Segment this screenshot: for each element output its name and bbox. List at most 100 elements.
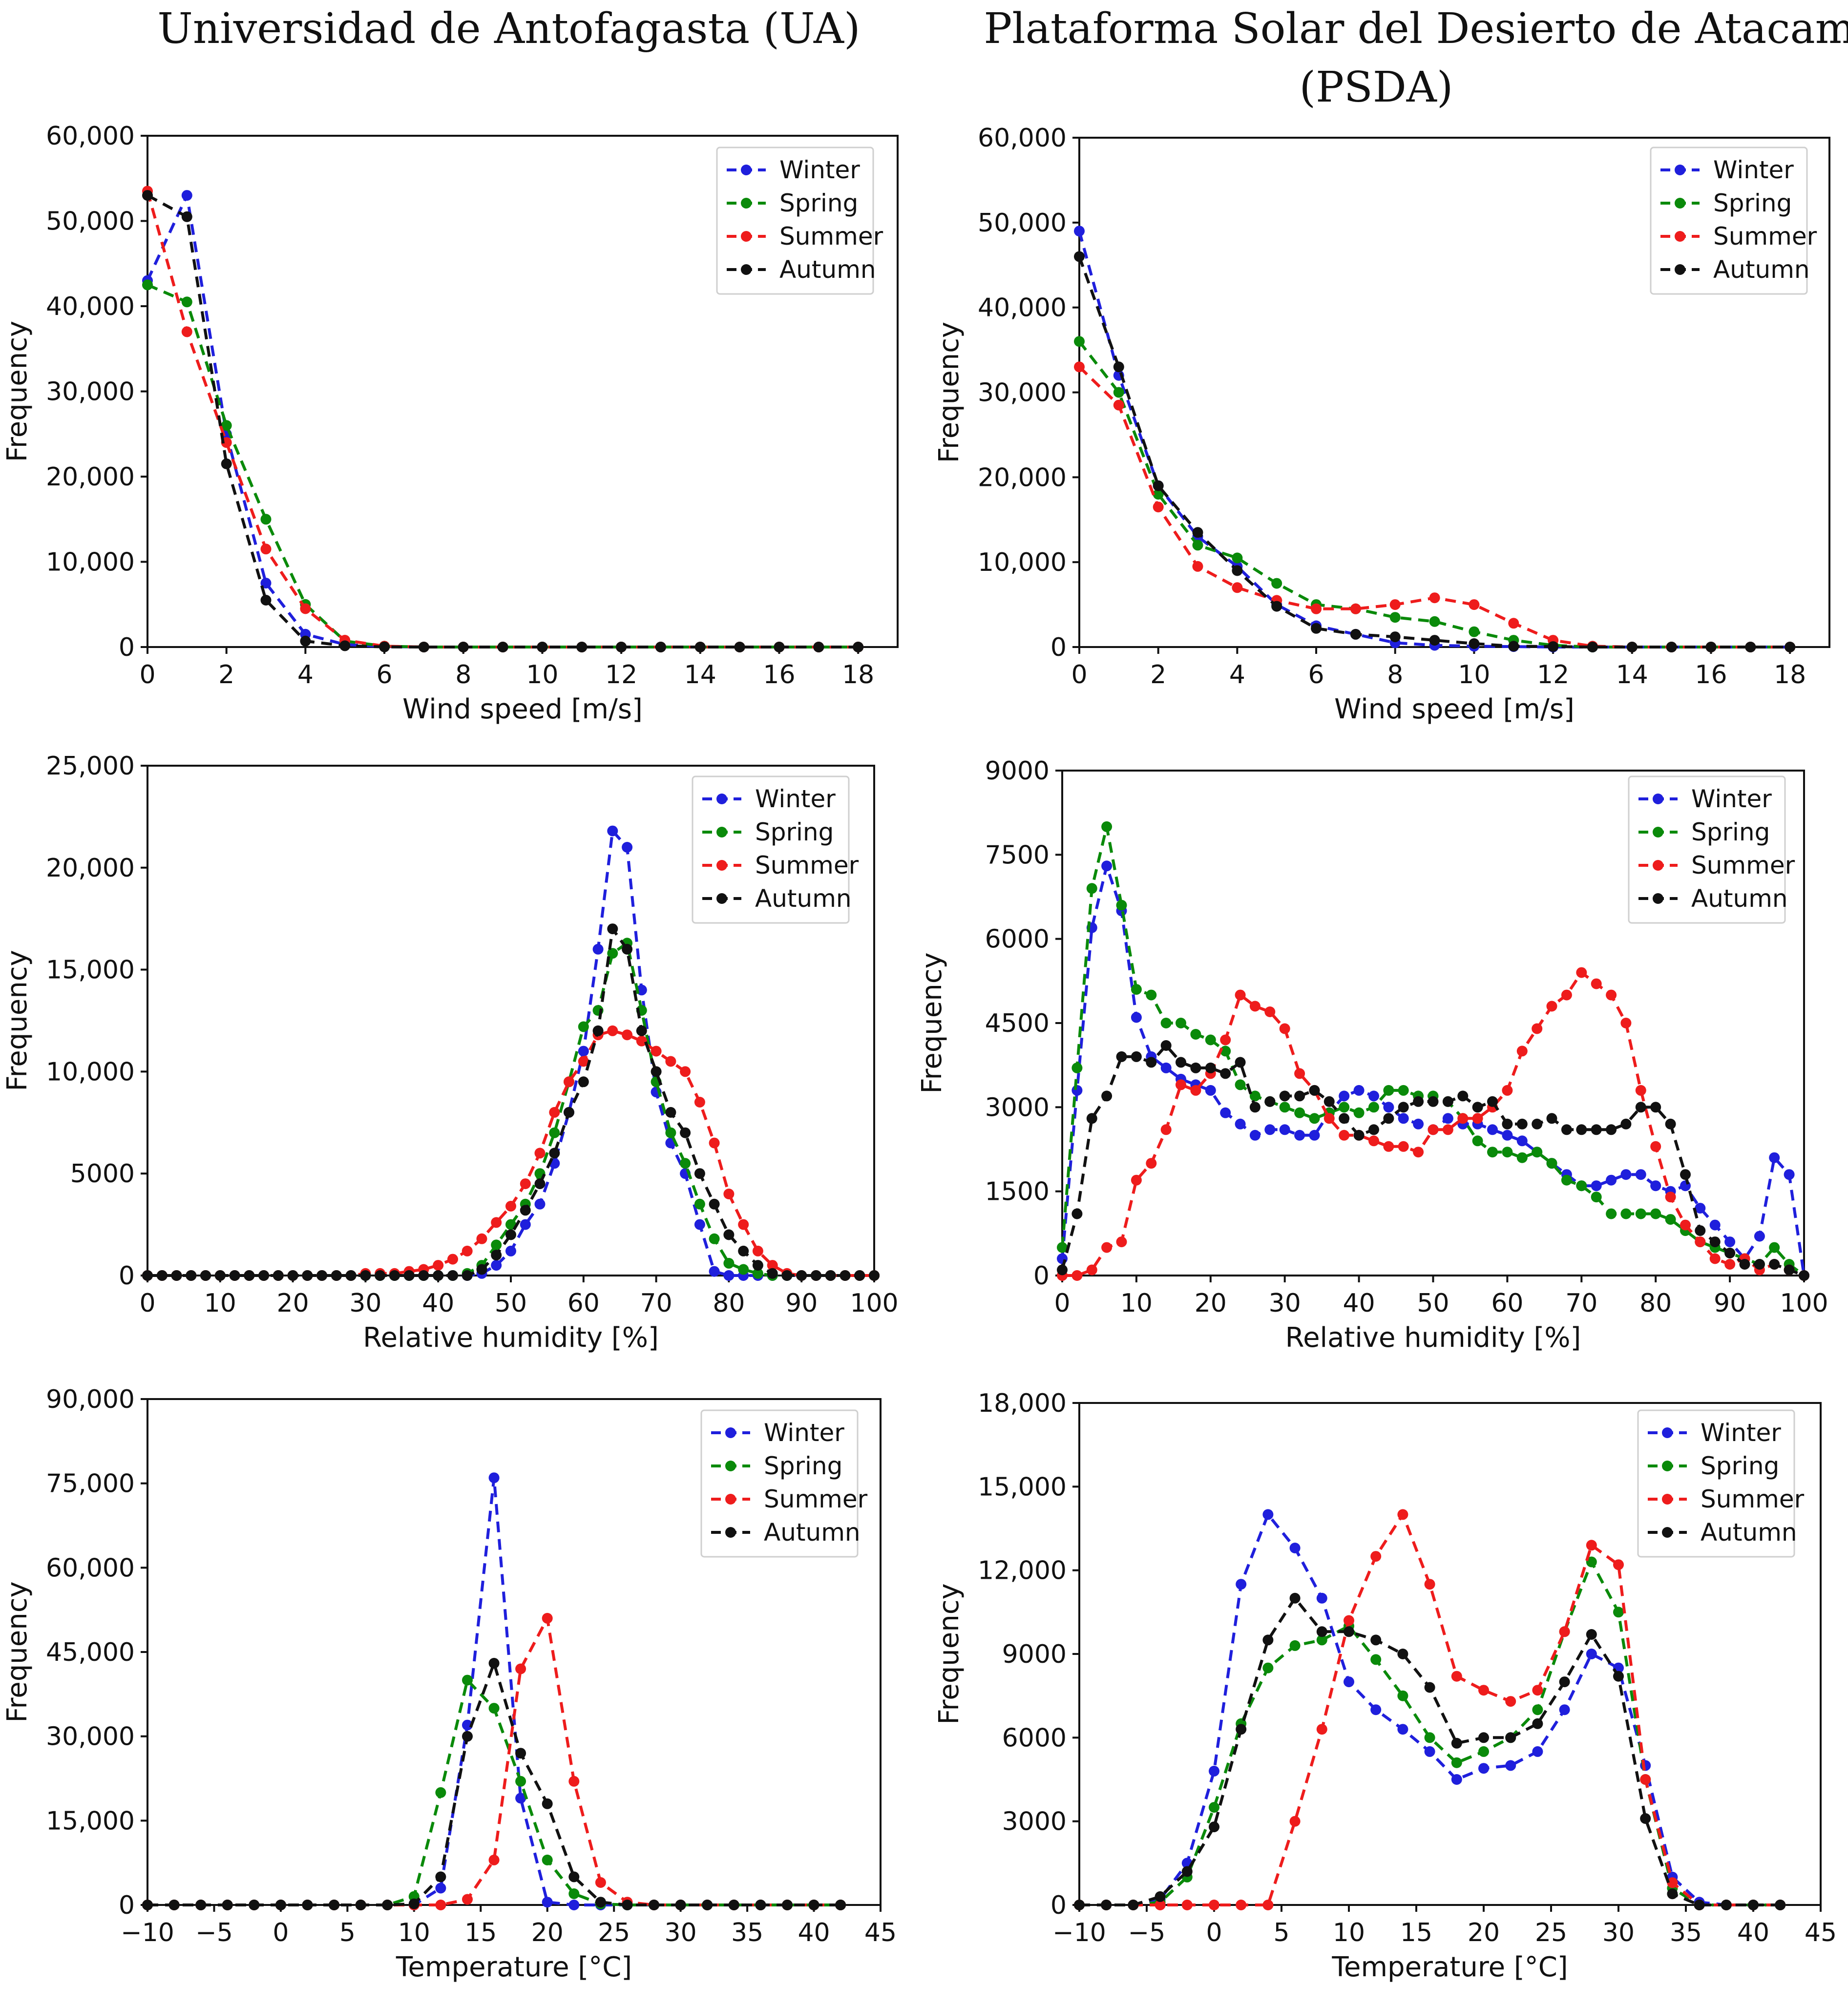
data-point [1279, 1023, 1290, 1034]
data-point [1457, 1090, 1469, 1102]
data-point [1350, 628, 1361, 640]
data-point [636, 1035, 647, 1046]
data-point [1667, 1888, 1678, 1900]
data-point [1153, 480, 1164, 491]
data-point [302, 1270, 313, 1281]
chart-ua-wind-speed: 0 2 4 6 8 10 12 14 16 18 0 10,000 20,000 30,000 40,000… [1, 122, 899, 725]
data-point [1294, 1090, 1305, 1102]
x-tick-label: 30 [1269, 1289, 1301, 1318]
data-point [1289, 1816, 1301, 1827]
legend-marker-winter [1662, 1427, 1673, 1438]
data-point [339, 640, 351, 651]
data-point [1665, 1118, 1676, 1130]
y-axis-label: Frequency [916, 952, 948, 1093]
data-point [1339, 1090, 1350, 1102]
data-point [1264, 1124, 1276, 1135]
data-point [1220, 1068, 1231, 1079]
data-point [595, 1877, 606, 1888]
data-point [275, 1900, 286, 1910]
data-point [142, 1900, 153, 1910]
data-point [665, 1127, 676, 1138]
x-tick-label: 20 [1195, 1289, 1227, 1318]
x-tick-label: 0 [139, 660, 155, 690]
data-point [616, 642, 627, 652]
data-point [1113, 399, 1124, 411]
x-tick-label: 25 [598, 1918, 630, 1947]
data-point [1487, 1147, 1498, 1158]
data-point [1389, 612, 1401, 623]
data-point [1502, 1085, 1513, 1096]
data-point [476, 1264, 487, 1275]
legend-box [1628, 775, 1786, 924]
legend: Winter Spring Summer Autumn [1628, 775, 1795, 924]
data-point [1398, 1141, 1409, 1152]
data-point [1620, 1018, 1632, 1028]
legend-marker-summer [716, 860, 727, 871]
data-point [186, 1270, 197, 1281]
legend-marker-winter [1653, 794, 1663, 804]
data-point [229, 1270, 240, 1281]
x-tick-label: 10 [204, 1289, 236, 1318]
data-point [1505, 1732, 1516, 1743]
data-point [1209, 1900, 1219, 1910]
data-point [1680, 1169, 1691, 1180]
data-point [331, 1270, 342, 1281]
data-point [1724, 1248, 1736, 1258]
x-tick-label: 60 [1491, 1289, 1523, 1318]
y-tick-label: 40,000 [46, 292, 135, 321]
data-point [622, 1900, 633, 1910]
data-point [568, 1776, 580, 1787]
data-point [1516, 1135, 1528, 1147]
data-point [774, 642, 785, 652]
x-tick-label: 6 [1308, 660, 1324, 690]
data-point [1442, 1124, 1453, 1135]
y-tick-label: 0 [119, 633, 135, 662]
data-point [1071, 1062, 1083, 1073]
data-point [181, 211, 192, 222]
legend-marker-summer [1675, 231, 1685, 242]
x-tick-label: 25 [1535, 1918, 1567, 1947]
data-point [1264, 1096, 1276, 1107]
x-tick-label: 15 [464, 1918, 497, 1947]
data-point [1478, 1746, 1489, 1757]
data-point [1586, 1556, 1597, 1568]
x-tick-label: −10 [121, 1918, 174, 1947]
data-point [655, 642, 666, 652]
y-tick-label: 15,000 [978, 1472, 1067, 1502]
data-point [491, 1260, 502, 1271]
data-point [1209, 1821, 1219, 1833]
data-point [1279, 1090, 1290, 1102]
data-point [1383, 1085, 1394, 1096]
legend-marker-summer [725, 1494, 736, 1505]
data-point [1516, 1046, 1528, 1057]
data-point [1181, 1900, 1193, 1910]
data-point [1190, 1085, 1201, 1096]
data-point [1784, 1169, 1795, 1180]
data-point [181, 190, 192, 201]
legend-marker-autumn [1653, 893, 1663, 904]
data-point [181, 296, 192, 308]
x-tick-label: 14 [1616, 660, 1648, 690]
legend-label-autumn: Autumn [764, 1518, 861, 1547]
data-point [1368, 1135, 1379, 1147]
data-point [752, 1260, 763, 1271]
column-title-psda-line1: Plataforma Solar del Desierto de Atacama [984, 4, 1848, 53]
y-tick-label: 0 [1050, 633, 1067, 662]
data-point [752, 1268, 763, 1279]
legend-marker-spring [725, 1461, 736, 1471]
data-point [316, 1270, 328, 1281]
data-point [1262, 1509, 1274, 1520]
data-point [300, 603, 311, 614]
data-point [1665, 1192, 1676, 1203]
data-point [1323, 1096, 1335, 1107]
data-point [1695, 1203, 1706, 1214]
data-point [355, 1900, 366, 1910]
data-point [418, 642, 429, 652]
y-tick-label: 90,000 [46, 1385, 135, 1414]
data-point [260, 514, 272, 525]
data-point [1311, 623, 1322, 634]
data-point [488, 1658, 500, 1669]
data-point [1113, 387, 1124, 398]
data-point [515, 1663, 526, 1674]
legend-marker-autumn [725, 1527, 736, 1538]
